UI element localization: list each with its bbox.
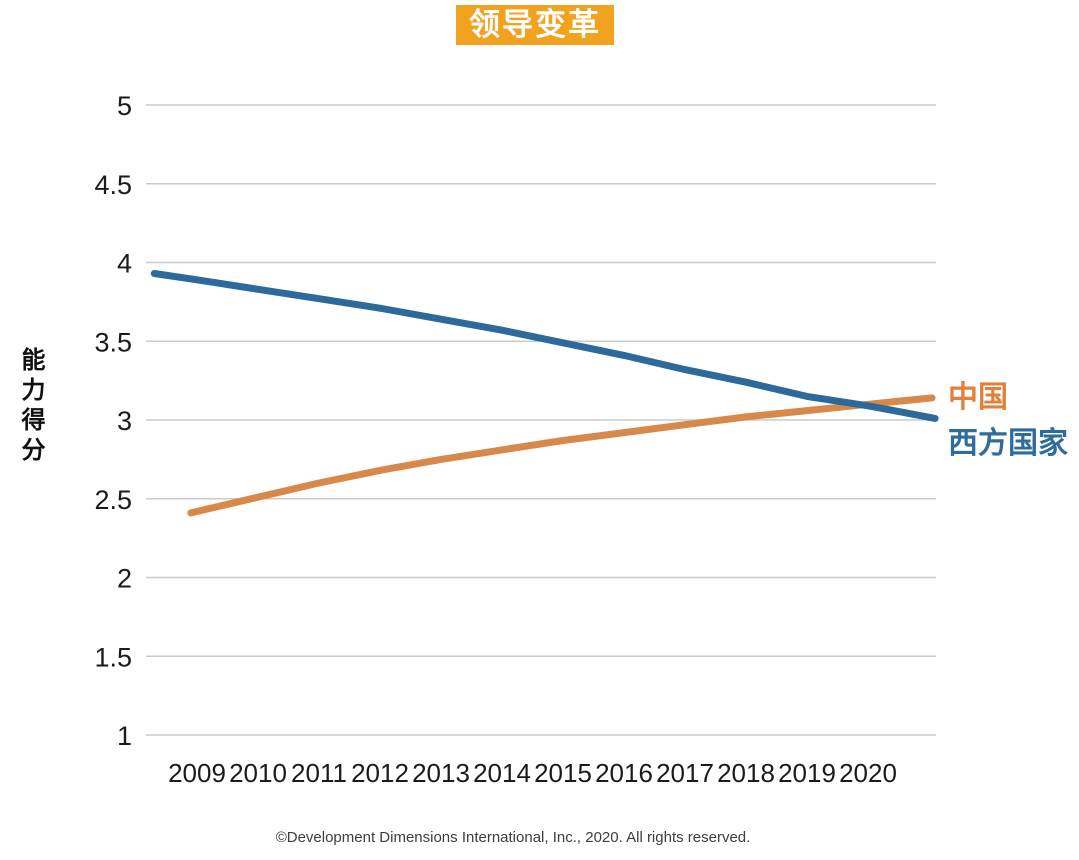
x-tick-label: 2012	[351, 758, 409, 788]
x-tick-label: 2010	[229, 758, 287, 788]
y-tick-label: 5	[117, 91, 132, 121]
x-tick-label: 2014	[473, 758, 531, 788]
x-tick-label: 2009	[168, 758, 226, 788]
chart-title-badge: 领导变革	[456, 5, 614, 45]
x-tick-label: 2016	[595, 758, 653, 788]
y-tick-label: 2	[117, 564, 132, 594]
x-tick-label: 2013	[412, 758, 470, 788]
legend-item-china: 中国	[948, 381, 1008, 414]
y-tick-label: 4.5	[94, 170, 132, 200]
y-tick-label: 4	[117, 249, 132, 279]
x-tick-label: 2017	[656, 758, 714, 788]
y-tick-label: 2.5	[94, 485, 132, 515]
series-line-china	[187, 394, 936, 517]
chart-title: 领导变革	[469, 7, 601, 42]
copyright-footnote: ©Development Dimensions International, I…	[275, 829, 751, 846]
y-axis-title: 能力得分	[17, 347, 44, 467]
y-tick-label: 3.5	[94, 327, 132, 357]
x-tick-label: 2018	[717, 758, 775, 788]
y-tick-label: 1.5	[94, 642, 132, 672]
x-tick-label: 2011	[291, 758, 347, 788]
x-tick-label: 2015	[534, 758, 592, 788]
x-tick-label: 2019	[778, 758, 836, 788]
legend-item-western: 西方国家	[948, 427, 1068, 460]
y-tick-label: 3	[117, 406, 132, 436]
series-line-western	[150, 270, 939, 422]
x-tick-label: 2020	[839, 758, 897, 788]
y-tick-label: 1	[117, 721, 132, 751]
